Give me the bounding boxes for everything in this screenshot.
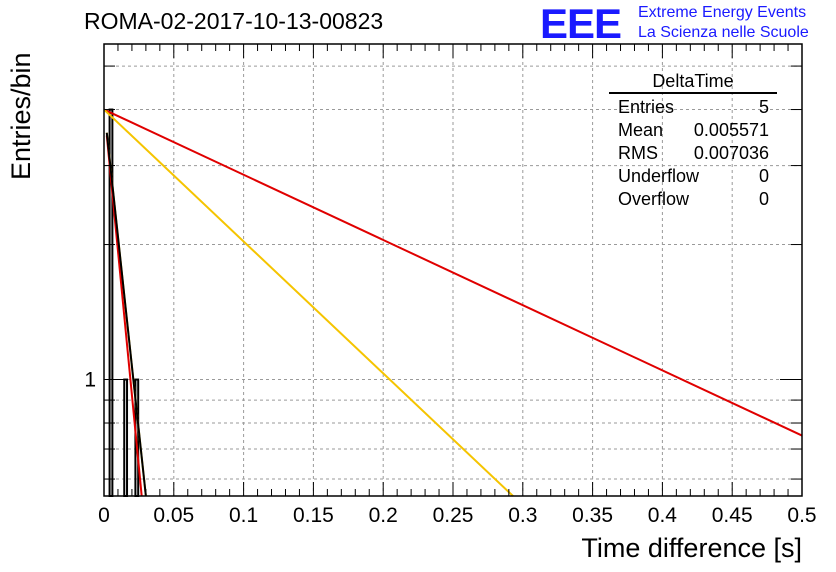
grid [104,44,802,496]
x-tick-label: 0.45 [712,504,753,527]
tick-labels: 0 0.05 0.1 0.15 0.2 0.25 0.3 0.35 0.4 0.45 0.5 1 [84,369,816,527]
logo-subtitle-1: Extreme Energy Events [638,4,807,21]
x-tick-label: 0.35 [572,504,613,527]
x-tick-label: 0.2 [369,504,398,527]
stats-value: 0.005571 [693,120,769,140]
stats-box: DeltaTime Entries 5 Mean 0.005571 RMS 0.… [609,70,777,211]
stats-row-overflow: Overflow 0 [609,188,777,211]
logo-subtitle-2: La Scienza nelle Scuole [638,24,809,41]
stats-value: 0.007036 [693,143,769,163]
stats-value: 5 [758,97,769,117]
x-axis-label: Time difference [s] [581,533,802,563]
x-tick-label: 0 [98,504,110,527]
stats-row-mean: Mean 0.005571 [609,119,777,142]
stats-row-underflow: Underflow 0 [609,165,777,188]
stats-title: DeltaTime [652,71,734,91]
x-tick-label: 0.15 [293,504,334,527]
stats-value: 0 [758,189,769,209]
stats-key: Underflow [618,166,700,186]
x-tick-label: 0.25 [433,504,474,527]
fit-curve [105,132,147,497]
stats-key: Entries [618,97,675,117]
fit-curve [103,108,803,437]
stats-row-rms: RMS 0.007036 [609,142,777,165]
y-axis-label: Entries/bin [6,52,36,180]
eee-logo-mark: EEE [540,0,622,47]
stats-key: RMS [618,143,658,163]
stats-key: Overflow [618,189,690,209]
x-tick-label: 0.05 [153,504,194,527]
x-tick-label: 0.5 [787,504,816,527]
histogram-bar [123,378,129,497]
stats-row-entries: Entries 5 [609,96,777,119]
stats-divider [609,92,777,94]
chart-title: ROMA-02-2017-10-13-00823 [84,8,384,34]
stats-value: 0 [758,166,769,186]
fit-curves [103,108,803,497]
y-tick-label: 1 [84,369,96,392]
fit-curve [103,108,514,497]
axis-ticks [103,44,803,496]
stats-key: Mean [618,120,664,140]
plot-frame [103,43,803,497]
x-tick-label: 0.3 [508,504,537,527]
x-tick-label: 0.1 [229,504,258,527]
x-tick-label: 0.4 [648,504,678,527]
